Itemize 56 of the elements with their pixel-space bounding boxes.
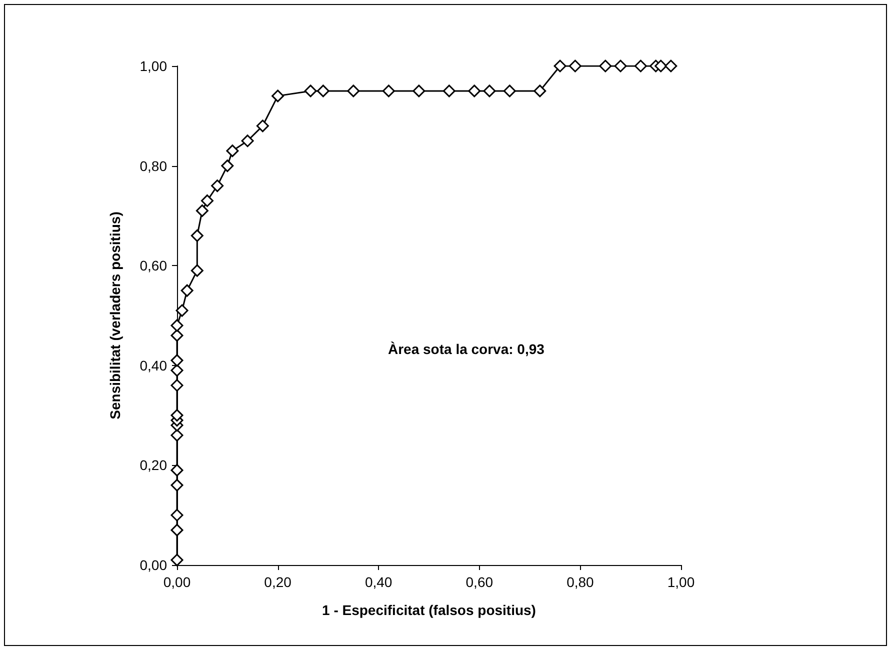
point — [170, 319, 184, 332]
point — [196, 204, 208, 217]
point — [200, 194, 214, 207]
point — [170, 508, 184, 522]
point — [256, 120, 269, 132]
point — [483, 84, 496, 98]
point — [304, 84, 317, 98]
point — [170, 524, 184, 536]
point — [272, 90, 284, 102]
point — [241, 134, 254, 148]
point — [221, 160, 234, 172]
y-tick-label: 0,20 — [140, 457, 168, 474]
point — [170, 354, 184, 367]
point — [170, 329, 184, 342]
point — [654, 60, 668, 72]
y-tick-label: 0,00 — [140, 557, 168, 573]
point — [554, 60, 566, 72]
x-tick-label: 0,00 — [163, 574, 191, 590]
point — [170, 379, 184, 392]
point — [664, 60, 678, 72]
point — [176, 304, 188, 317]
x-axis-title: 1 - Especificitat (falsos positius) — [322, 602, 536, 618]
point — [503, 84, 516, 98]
y-tick-label: 0,60 — [140, 258, 168, 274]
point — [190, 264, 204, 277]
point — [442, 84, 456, 98]
x-tick-label: 0,60 — [466, 574, 494, 590]
point — [170, 478, 184, 492]
y-tick-label: 0,40 — [140, 357, 168, 374]
x-tick-label: 1,00 — [667, 574, 695, 590]
point — [170, 364, 184, 377]
y-axis-title: Sensibilitat (verladers positius) — [107, 212, 123, 420]
point — [170, 554, 184, 566]
annotation: Àrea sota la corva: 0,93 — [388, 341, 545, 357]
y-tick-label: 1,00 — [140, 58, 168, 74]
x-tick-label: 0,80 — [566, 574, 594, 590]
point — [190, 229, 204, 242]
point — [382, 84, 395, 98]
point — [170, 464, 184, 476]
x-tick-label: 0,20 — [264, 574, 292, 590]
point — [170, 429, 184, 442]
point — [634, 60, 647, 72]
y-tick-label: 0,80 — [140, 158, 168, 174]
point — [211, 180, 224, 192]
point — [226, 144, 239, 158]
point — [614, 60, 627, 72]
point — [534, 84, 546, 98]
point — [468, 84, 481, 98]
point — [412, 84, 426, 98]
point — [316, 84, 330, 98]
x-tick-label: 0,40 — [364, 574, 392, 590]
point — [347, 84, 360, 98]
point — [180, 284, 194, 297]
point — [170, 409, 184, 422]
point — [568, 60, 582, 72]
point — [599, 60, 612, 72]
